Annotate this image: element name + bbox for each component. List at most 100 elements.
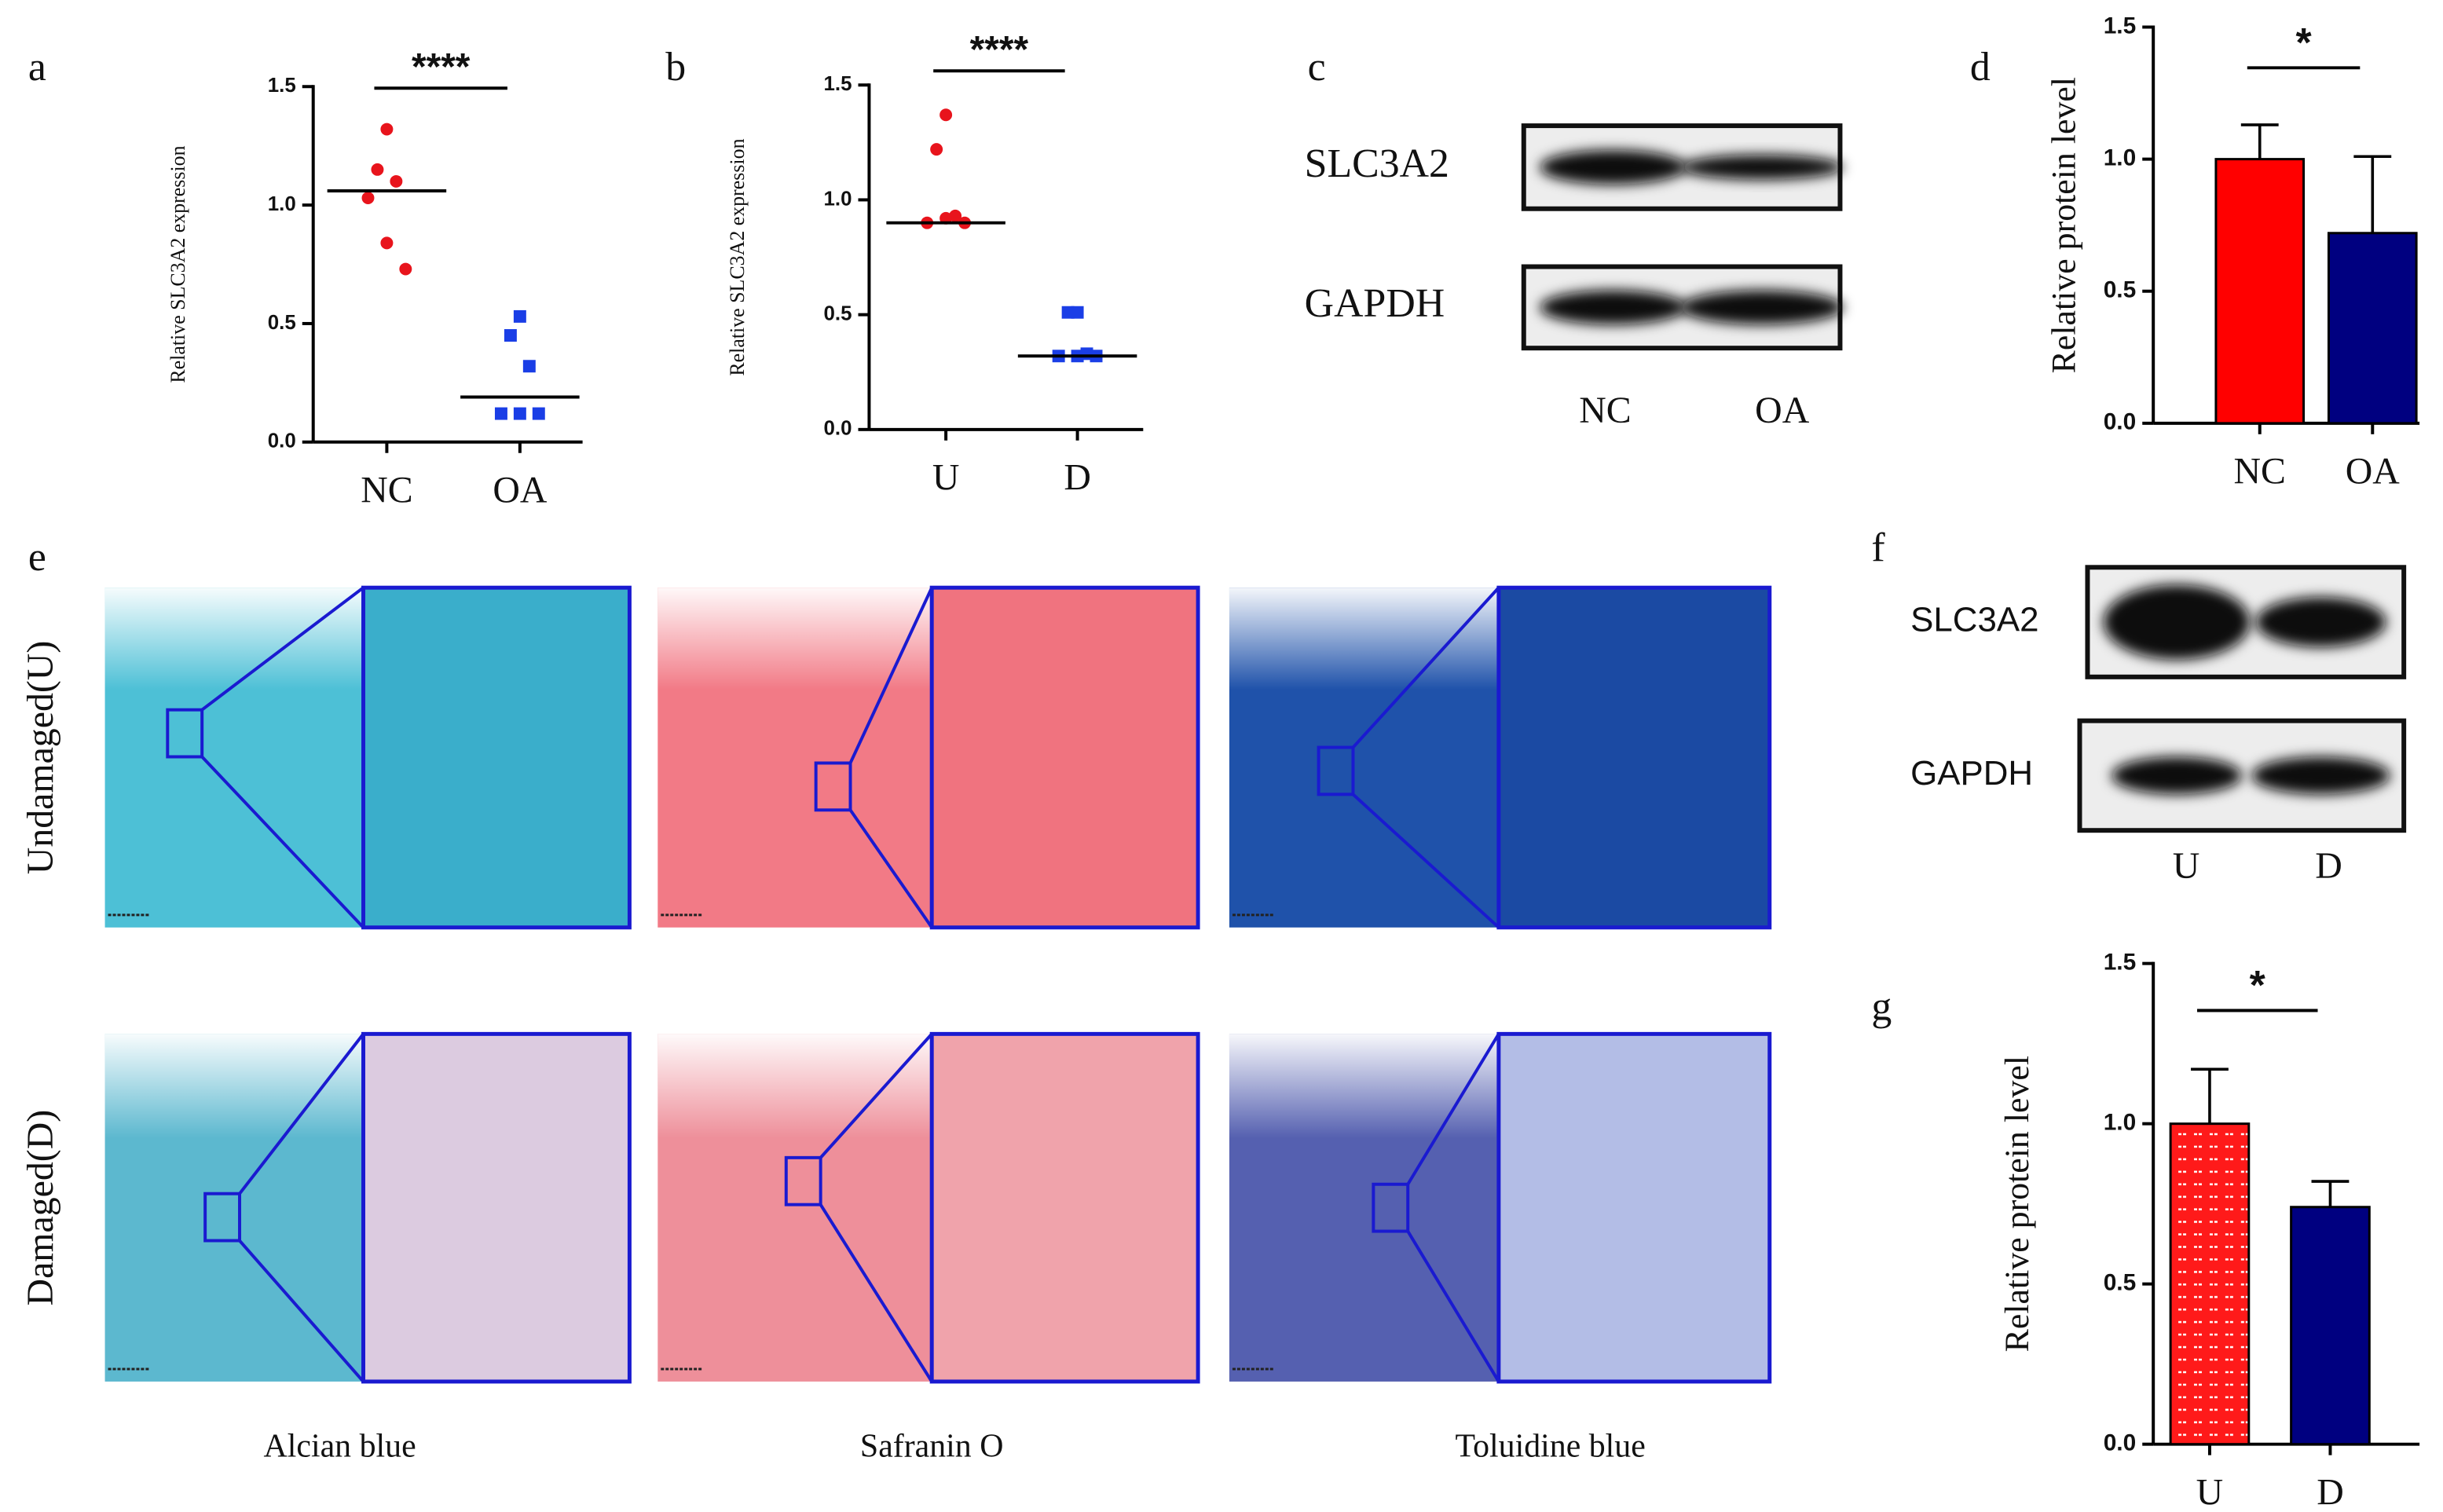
y-tick-label: 0.0 [2104, 1430, 2137, 1456]
data-point [399, 262, 412, 276]
histology-highlight [657, 588, 932, 928]
y-tick-label: 1.0 [2104, 145, 2137, 171]
zoom-guide [1352, 793, 1500, 929]
y-tick-label: 1.5 [2104, 13, 2137, 38]
y-tick-label: 0.0 [823, 418, 852, 440]
blot-row-label: GAPDH [1305, 281, 1445, 326]
x-tick-label: NC [2234, 451, 2286, 492]
y-tick-label: 0.5 [2104, 1270, 2137, 1296]
y-tick-label: 0.5 [823, 302, 852, 324]
blot-lane-label: OA [1755, 390, 1810, 431]
panel-letter: b [665, 45, 686, 90]
data-point [1061, 306, 1075, 319]
blot-row-label: SLC3A2 [1305, 141, 1449, 186]
significance-label: **** [412, 46, 471, 88]
column-label: Safranin O [860, 1428, 1004, 1464]
blot-row-label: GAPDH [1910, 754, 2033, 793]
histology-zoom [361, 585, 632, 930]
zoom-guide [819, 1203, 933, 1382]
zoom-region [1372, 1182, 1410, 1233]
histology-zoom [1496, 585, 1772, 930]
x-tick-label: D [2317, 1471, 2344, 1512]
zoom-region [166, 708, 204, 759]
zoom-region [1317, 745, 1355, 796]
data-point [380, 236, 394, 250]
zoom-region [814, 761, 852, 812]
y-tick-label: 0.0 [2104, 409, 2137, 435]
y-tick-label: 0.5 [2104, 277, 2137, 303]
blot-lane-label: U [2173, 845, 2200, 887]
histology-zoom [1496, 1031, 1772, 1384]
y-tick-label: 1.0 [268, 193, 296, 215]
y-tick-label: 1.0 [823, 188, 852, 210]
zoom-region [784, 1155, 822, 1206]
row-label: Damaged(D) [20, 1110, 61, 1306]
panel-letter: e [28, 535, 46, 580]
bar [2214, 158, 2306, 425]
data-point [494, 407, 507, 420]
row-label: Undamaged(U) [20, 641, 61, 874]
zoom-guide [848, 809, 933, 928]
y-axis-label: Relative SLC3A2 expression [167, 145, 189, 383]
data-point [949, 209, 962, 222]
panel-letter: d [1970, 45, 1991, 90]
blot-lane-label: NC [1579, 390, 1631, 431]
histology-zoom [929, 1031, 1200, 1384]
significance-label: * [2295, 20, 2312, 65]
blot-band [2112, 756, 2243, 795]
data-point [361, 192, 375, 205]
histology-highlight [657, 1034, 932, 1382]
y-tick-label: 1.5 [2104, 950, 2137, 976]
bar [2169, 1122, 2251, 1446]
data-point [522, 360, 536, 373]
blot-row-label: SLC3A2 [1910, 601, 2038, 639]
bar [2327, 232, 2418, 425]
data-point [513, 309, 526, 323]
blot-band [2251, 756, 2390, 795]
y-axis-label: Relative protein level [1998, 1056, 2036, 1352]
y-tick-label: 1.5 [823, 73, 852, 95]
x-tick-label: OA [493, 470, 548, 511]
y-tick-label: 1.5 [268, 75, 296, 97]
data-point [939, 108, 953, 122]
data-point [390, 174, 403, 188]
blot-band [1680, 154, 1844, 180]
zoom-guide [200, 586, 364, 712]
x-tick-label: OA [2346, 451, 2401, 492]
zoom-guide [1406, 1033, 1500, 1185]
data-point [380, 123, 394, 136]
x-tick-label: U [2196, 1471, 2224, 1512]
x-tick-label: U [932, 457, 960, 499]
significance-label: * [2250, 962, 2266, 1008]
zoom-guide [1406, 1230, 1500, 1382]
panel-letter: f [1871, 525, 1885, 570]
histology-highlight [1229, 588, 1499, 928]
histology-zoom [929, 585, 1200, 930]
blot-band [2255, 597, 2386, 647]
blot-band [1540, 290, 1687, 325]
blot-band [2103, 584, 2251, 660]
column-label: Toluidine blue [1455, 1428, 1645, 1464]
zoom-guide [200, 756, 364, 929]
histology-highlight [1229, 1034, 1499, 1382]
panel-letter: g [1871, 984, 1892, 1029]
blot-lane-label: D [2315, 845, 2342, 887]
y-tick-label: 0.0 [268, 430, 296, 452]
column-label: Alcian blue [264, 1428, 416, 1464]
significance-label: **** [970, 29, 1029, 71]
data-point [504, 329, 517, 342]
zoom-guide [238, 1239, 365, 1383]
data-point [513, 407, 526, 420]
histology-highlight [104, 588, 364, 928]
zoom-guide [238, 1033, 365, 1195]
histology-zoom [361, 1031, 632, 1384]
panel-letter: c [1308, 45, 1326, 90]
y-tick-label: 0.5 [268, 312, 296, 334]
blot-band [1680, 290, 1844, 325]
zoom-region [203, 1192, 242, 1243]
zoom-guide [1351, 586, 1500, 749]
y-axis-label: Relative protein level [2046, 77, 2083, 373]
x-tick-label: NC [361, 470, 412, 511]
data-point [930, 143, 943, 156]
